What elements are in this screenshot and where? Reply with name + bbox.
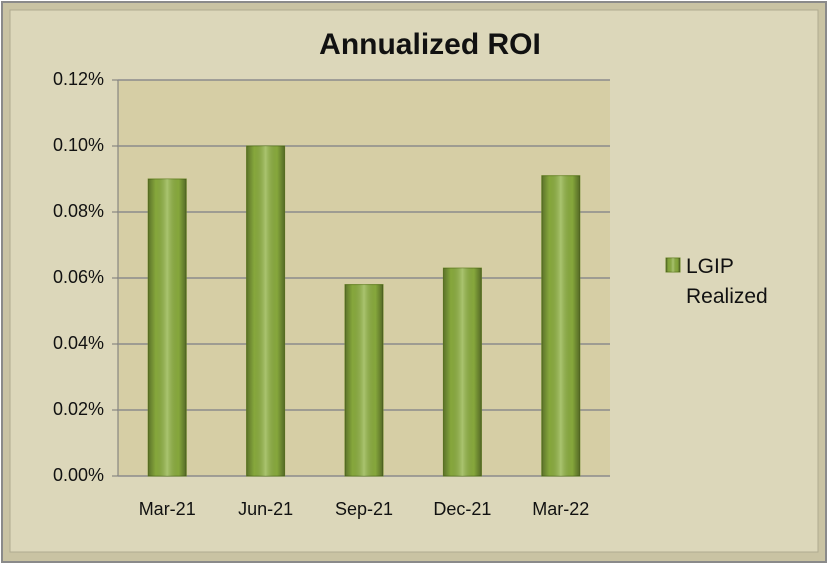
bar-shade: [246, 146, 285, 476]
x-tick-label: Sep-21: [335, 499, 393, 519]
y-tick-label: 0.06%: [53, 267, 104, 287]
x-tick-label: Dec-21: [433, 499, 491, 519]
bar-shade: [443, 268, 482, 476]
bar-group: [246, 145, 286, 477]
y-tick-label: 0.04%: [53, 333, 104, 353]
y-tick-label: 0.00%: [53, 465, 104, 485]
x-tick-label: Jun-21: [238, 499, 293, 519]
bar-group: [344, 284, 384, 477]
legend-swatch-shade: [666, 258, 680, 272]
y-tick-label: 0.08%: [53, 201, 104, 221]
x-tick-label: Mar-22: [532, 499, 589, 519]
bar-shade: [148, 179, 187, 476]
bar-group: [541, 175, 581, 477]
bar-shade: [541, 175, 580, 476]
y-tick-label: 0.12%: [53, 69, 104, 89]
bar-group: [442, 267, 482, 477]
y-tick-label: 0.02%: [53, 399, 104, 419]
chart-title: Annualized ROI: [319, 28, 541, 61]
y-tick-label: 0.10%: [53, 135, 104, 155]
legend-label: LGIP Realized: [686, 255, 768, 308]
bar-shade: [345, 284, 383, 476]
x-tick-label: Mar-21: [139, 499, 196, 519]
bar-group: [147, 178, 187, 477]
